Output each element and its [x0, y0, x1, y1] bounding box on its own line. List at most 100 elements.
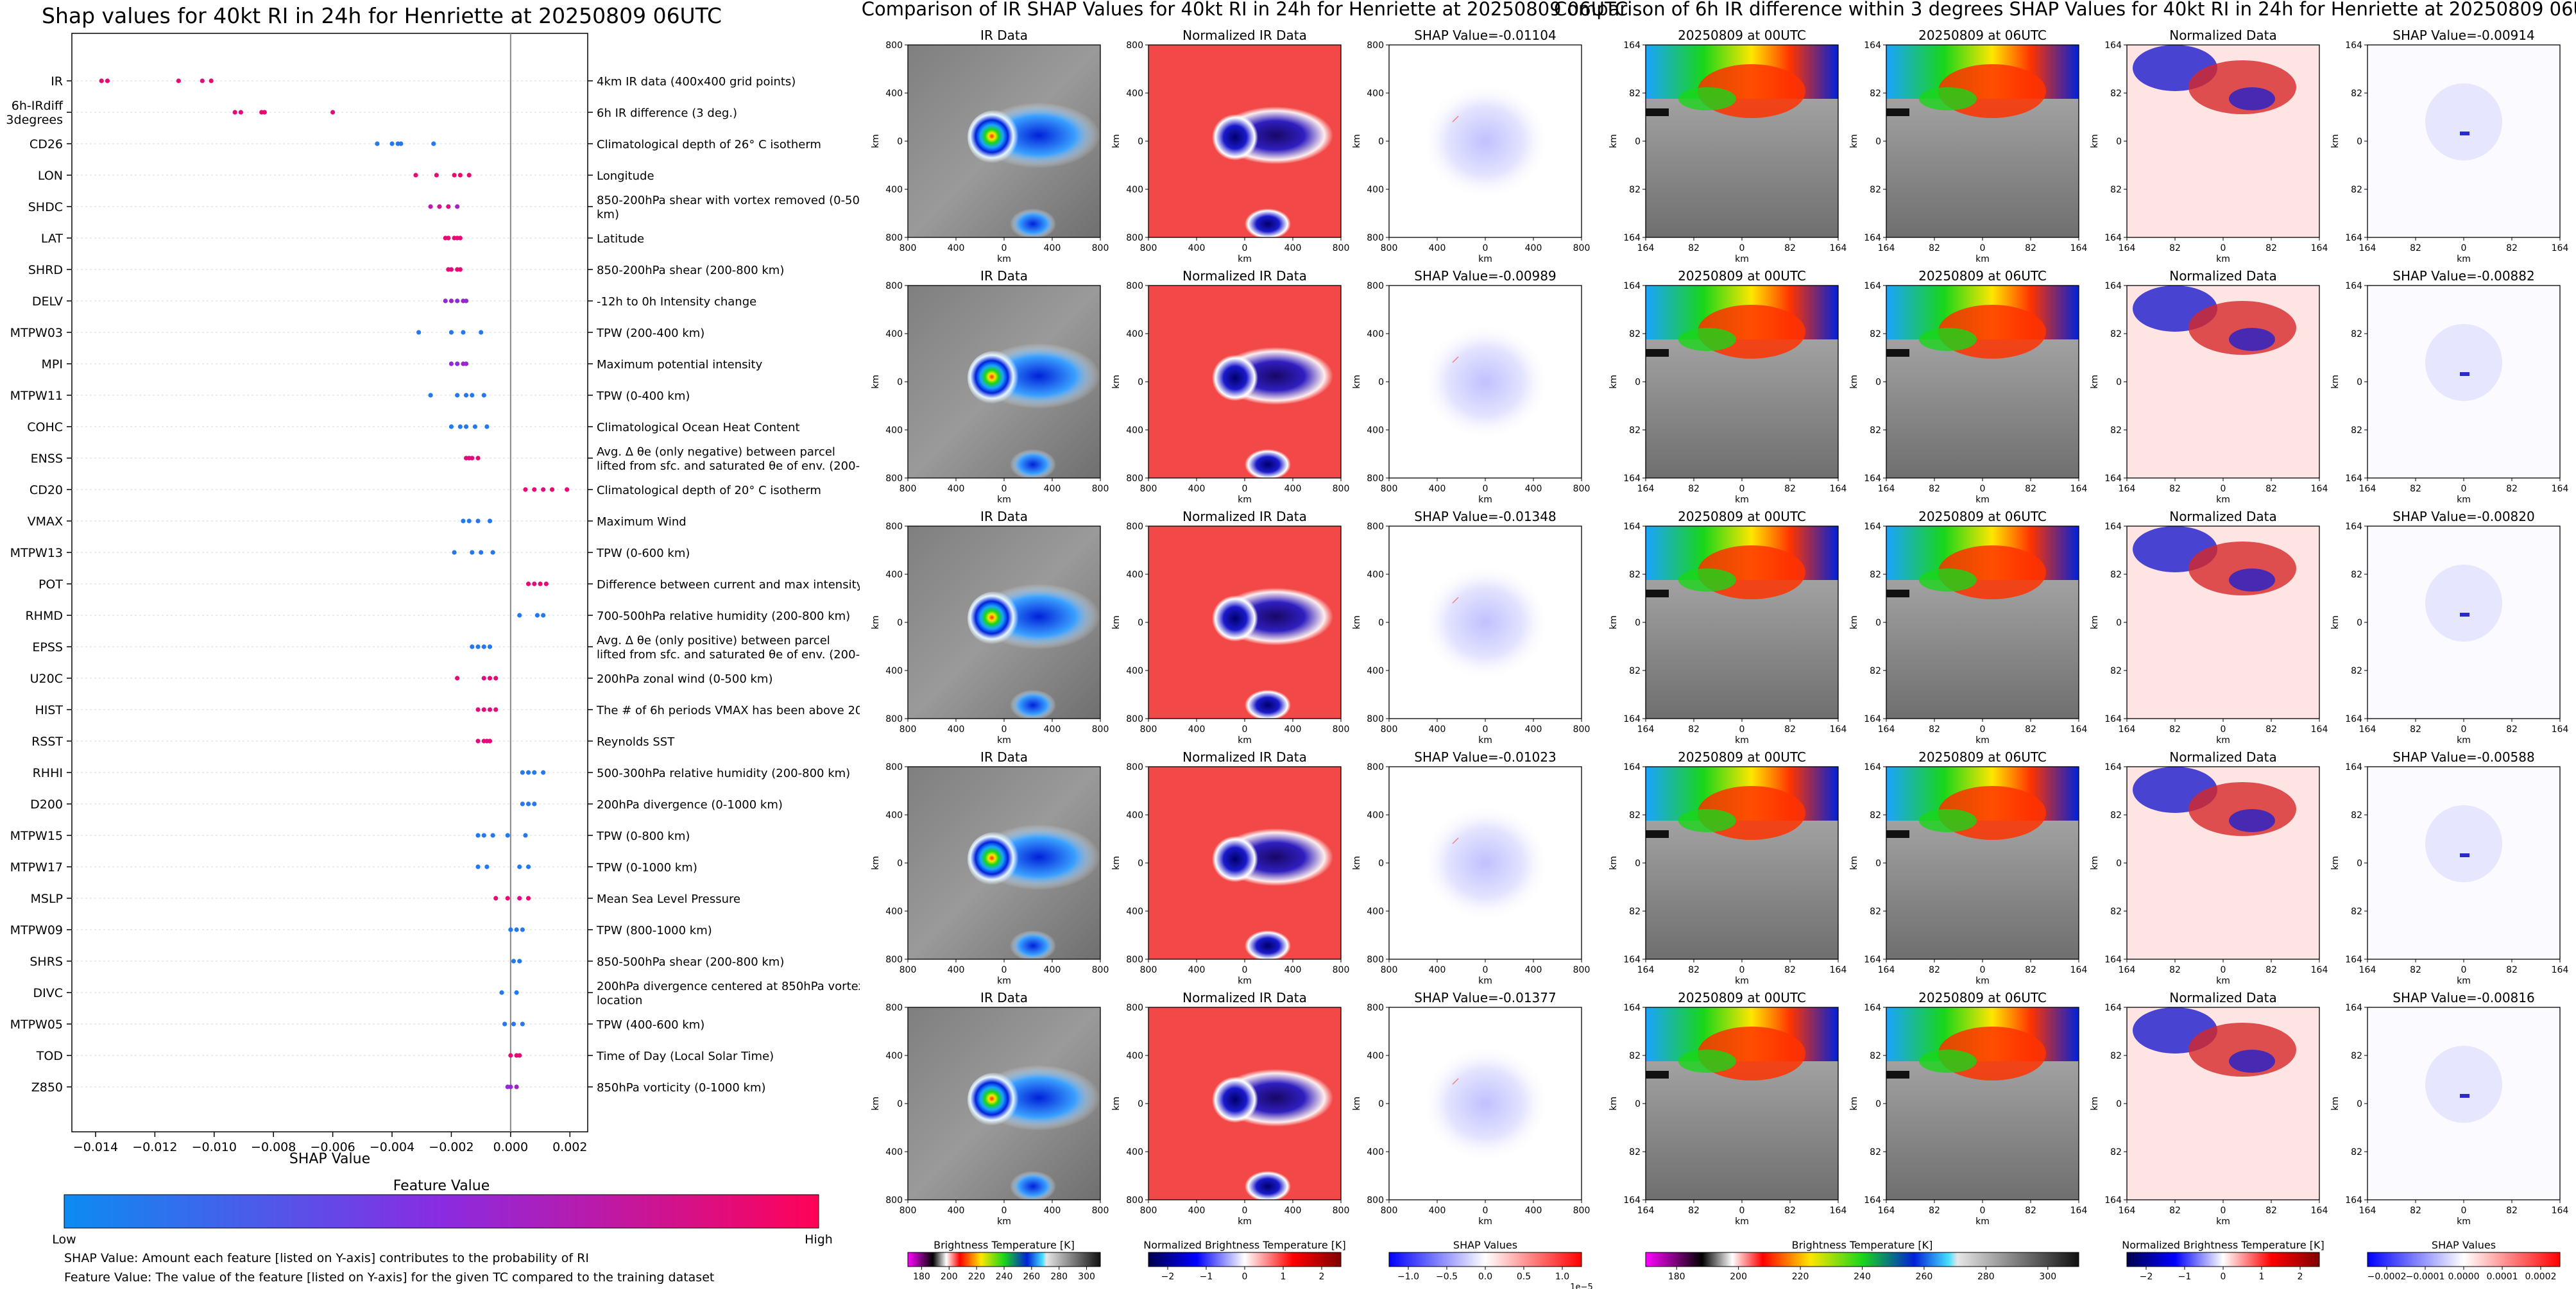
feature-description-label: 200hPa divergence centered at 850hPa vor… — [597, 980, 860, 993]
panel-frame — [2126, 1007, 2320, 1200]
y-tick-label: 82 — [2351, 329, 2362, 339]
shap-point — [508, 1053, 513, 1058]
x-tick-label: 82 — [1688, 724, 1700, 735]
diff-dark — [1886, 108, 1909, 116]
y-tick-label: 400 — [1367, 89, 1384, 99]
feature-name-label: DIVC — [33, 986, 64, 1000]
feature-value-colorbar — [64, 1194, 819, 1229]
shap-point — [525, 770, 531, 775]
diff-panel-r3-c3: Normalized Data1641648282008282164164kmk… — [2090, 509, 2328, 746]
x-tick-label: 82 — [2506, 484, 2518, 494]
y-tick-label: 0 — [2116, 377, 2122, 388]
x-tick-label: 82 — [2410, 965, 2421, 975]
y-axis-label: km — [2330, 1097, 2341, 1111]
shap-point — [484, 864, 490, 869]
x-tick-label: −0.002 — [429, 1140, 473, 1154]
shap-point — [520, 927, 525, 932]
x-tick-label: 164 — [1878, 484, 1895, 494]
x-tick-label: 0 — [1483, 243, 1488, 253]
y-tick-label: 0 — [2357, 1099, 2362, 1109]
feature-row-d200: D200 200hPa divergence (0-1000 km) — [30, 798, 783, 812]
dnorm-blue — [2133, 767, 2217, 813]
x-axis-label: km — [1735, 1216, 1749, 1227]
x-tick-label: 800 — [1333, 1206, 1350, 1216]
x-tick-label: 800 — [1573, 484, 1591, 494]
diff-green — [1919, 568, 1977, 592]
x-tick-label: 0 — [1739, 484, 1745, 494]
x-tick-label: 0 — [1980, 965, 1986, 975]
colorbar-4: Brightness Temperature [K] 180 200 220 240 26… — [1645, 1239, 2079, 1282]
panel-title: SHAP Value=-0.01348 — [1414, 509, 1556, 524]
x-tick-label: 400 — [1044, 724, 1061, 735]
x-axis-label: km — [2457, 495, 2471, 505]
y-tick-label: 400 — [1126, 666, 1143, 676]
y-axis-label: km — [1849, 375, 1859, 389]
shap-point — [523, 487, 528, 492]
y-tick-label: 0 — [897, 1099, 903, 1109]
x-tick-label: 164 — [2311, 724, 2328, 735]
colorbar-tick-label: −1 — [1200, 1272, 1213, 1282]
shap-point — [262, 110, 267, 115]
y-tick-label: 400 — [1126, 810, 1143, 821]
x-tick-label: 164 — [2359, 965, 2376, 975]
norm-core — [1212, 355, 1258, 401]
x-tick-label: 82 — [2025, 965, 2036, 975]
colorbar-bar — [907, 1252, 1101, 1267]
diff-dark — [1646, 1071, 1669, 1079]
colorbar-bar — [1148, 1252, 1342, 1267]
x-tick-label: 800 — [1333, 724, 1350, 735]
y-tick-label: 400 — [885, 1051, 903, 1061]
shap-point — [487, 518, 493, 524]
diff-background — [1646, 1007, 1838, 1200]
diff-panel-r3-c2: 20250809 at 06UTC1641648282008282164164k… — [1849, 509, 2087, 746]
diff-panel-r4-c4: SHAP Value=-0.00588164164828200828216416… — [2330, 749, 2568, 986]
y-tick-label: 82 — [2351, 185, 2362, 195]
shap-point — [389, 141, 395, 146]
shap-point — [517, 613, 522, 618]
feature-name-label: 6h-IRdiff — [12, 99, 64, 113]
ir-cloud-south — [1010, 209, 1056, 239]
x-tick-label: 164 — [2070, 243, 2088, 253]
colorbar-tick-label: 0.0001 — [2487, 1272, 2518, 1282]
y-tick-label: 0 — [1635, 1099, 1641, 1109]
y-tick-label: 0 — [2116, 858, 2122, 869]
feature-description-label: TPW (0-800 km) — [596, 830, 690, 843]
x-axis-label: km — [1238, 254, 1252, 264]
x-tick-label: 164 — [2311, 243, 2328, 253]
x-tick-label: 164 — [1637, 1206, 1655, 1216]
y-tick-label: 82 — [1870, 907, 1881, 917]
shap-point — [461, 518, 466, 524]
shap-plot-frame — [71, 33, 588, 1132]
y-tick-label: 164 — [1623, 1003, 1641, 1013]
y-tick-label: 164 — [2345, 955, 2362, 965]
feature-name-label: RSST — [31, 735, 63, 749]
feature-row-tod: TOD Time of Day (Local Solar Time) — [36, 1049, 774, 1063]
y-tick-label: 164 — [2345, 1195, 2362, 1206]
x-tick-label: 164 — [2070, 724, 2088, 735]
x-tick-label: 164 — [2552, 484, 2569, 494]
dshap-background — [2367, 1007, 2560, 1200]
ir-cloud-band — [977, 1065, 1100, 1131]
x-tick-label: 800 — [1573, 965, 1591, 975]
y-tick-label: 0 — [2116, 618, 2122, 628]
y-axis-label: km — [1849, 134, 1859, 148]
dshap-background — [2367, 286, 2560, 478]
x-tick-label: 82 — [2265, 243, 2277, 253]
x-tick-label: 800 — [1092, 724, 1109, 735]
x-tick-label: 400 — [1284, 243, 1302, 253]
diff-panel-r5-c4: SHAP Value=-0.00816164164828200828216416… — [2330, 990, 2568, 1227]
diff-panel-r2-c4: SHAP Value=-0.00882164164828200828216416… — [2330, 268, 2568, 505]
feature-name-label: RHHI — [33, 766, 63, 780]
dshap-field — [2425, 565, 2502, 642]
ir-cloud-band — [977, 103, 1100, 168]
colorbar-low-label: Low — [52, 1233, 76, 1247]
panel-title: 20250809 at 06UTC — [1918, 749, 2047, 765]
diff-dark — [1886, 590, 1909, 597]
y-tick-label: 400 — [1367, 1051, 1384, 1061]
panel-frame — [1886, 285, 2079, 479]
y-tick-label: 82 — [1629, 425, 1641, 436]
y-tick-label: 164 — [1623, 233, 1641, 243]
y-tick-label: 82 — [2110, 570, 2122, 580]
ir-cloud-south — [1010, 690, 1056, 721]
